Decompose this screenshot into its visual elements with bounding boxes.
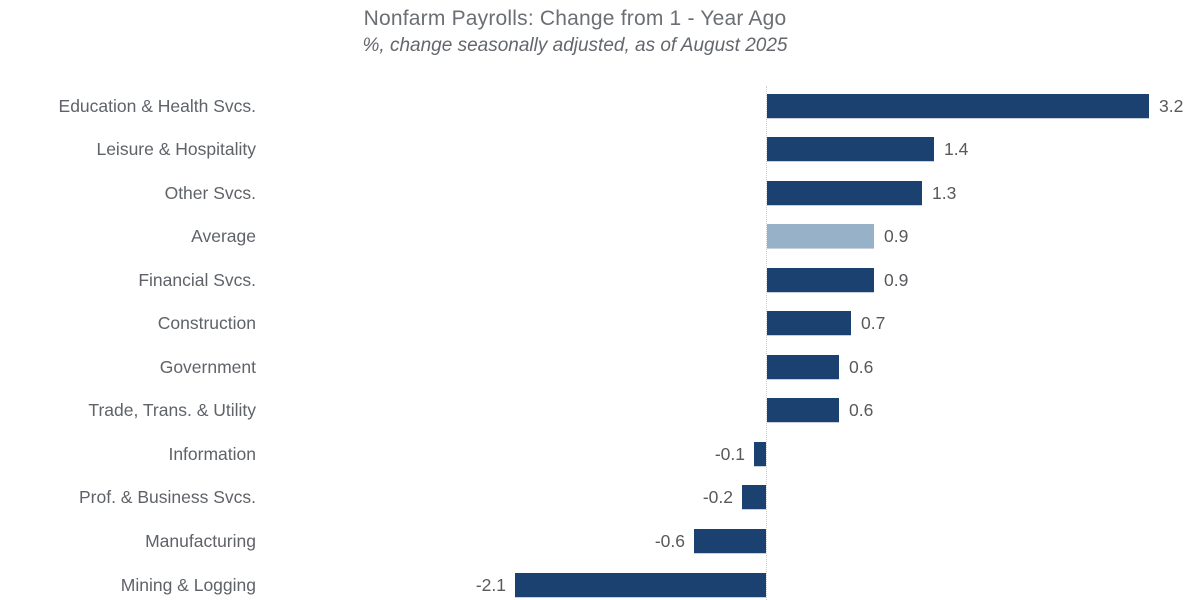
value-label: -0.6 [654, 531, 685, 551]
bar [767, 181, 922, 205]
category-label: Trade, Trans. & Utility [88, 400, 256, 420]
chart-subtitle: %, change seasonally adjusted, as of Aug… [362, 35, 788, 56]
bar [694, 529, 766, 553]
bar-highlight [767, 224, 874, 248]
bar [515, 573, 766, 597]
category-label: Information [168, 444, 256, 464]
value-label: 1.3 [932, 183, 957, 203]
bar [767, 355, 839, 379]
bar [742, 485, 766, 509]
bar [767, 311, 851, 335]
bar [767, 398, 839, 422]
value-label: 0.6 [849, 357, 874, 377]
category-label: Manufacturing [145, 531, 256, 551]
category-label: Average [191, 226, 256, 246]
category-label: Prof. & Business Svcs. [78, 487, 256, 507]
chart-title: Nonfarm Payrolls: Change from 1 - Year A… [363, 7, 787, 30]
value-label: -0.1 [714, 444, 745, 464]
value-label: 0.9 [884, 270, 909, 290]
bar [754, 442, 766, 466]
category-label: Construction [157, 313, 256, 333]
bar [767, 137, 934, 161]
category-label: Government [159, 357, 256, 377]
value-label: 0.9 [884, 226, 909, 246]
category-label: Mining & Logging [120, 575, 256, 595]
value-label: 1.4 [944, 139, 969, 159]
category-label: Education & Health Svcs. [58, 96, 256, 116]
bar [767, 94, 1149, 118]
category-label: Leisure & Hospitality [96, 139, 256, 159]
value-label: 0.7 [861, 313, 886, 333]
bar [767, 268, 874, 292]
value-label: -2.1 [475, 575, 506, 595]
category-label: Other Svcs. [164, 183, 256, 203]
value-label: 0.6 [849, 400, 874, 420]
value-label: -0.2 [702, 487, 733, 507]
zero-axis-line [766, 86, 767, 600]
category-label: Financial Svcs. [138, 270, 256, 290]
value-label: 3.2 [1159, 96, 1184, 116]
